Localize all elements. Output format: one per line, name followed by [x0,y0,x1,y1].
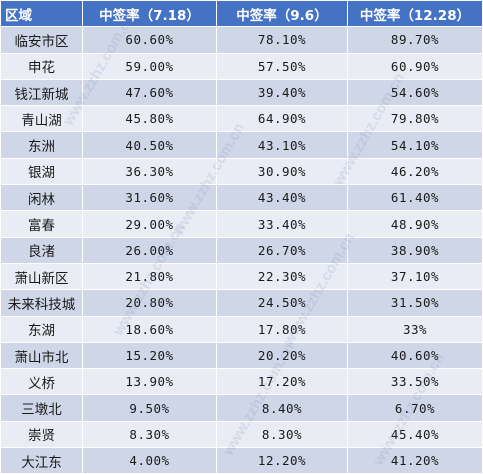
rate-cell: 21.80% [82,262,217,291]
rate-cell: 18.60% [82,315,217,343]
rate-cell: 31.50% [347,289,483,317]
rate-cell: 15.20% [82,341,217,370]
rate-cell: 17.20% [216,368,348,396]
region-cell: 东洲 [0,131,83,159]
region-cell: 良渚 [0,236,83,264]
rate-cell: 24.50% [216,289,348,317]
region-cell: 萧山新区 [0,262,83,291]
rate-cell: 37.10% [347,262,483,291]
rate-cell: 79.80% [347,105,483,133]
header-region: 区域 [0,0,83,28]
table-row: 义桥 13.90% 17.20% 33.50% [0,368,483,396]
rate-cell: 4.00% [82,447,217,474]
rate-cell: 33% [347,315,483,343]
rate-cell: 43.40% [216,184,348,212]
table-row: 钱江新城 47.60% 39.40% 54.60% [0,78,483,107]
region-cell: 崇贤 [0,420,83,449]
rate-cell: 26.70% [216,236,348,264]
header-rate-1228: 中签率（12.28） [347,0,483,28]
region-cell: 萧山市北 [0,341,83,370]
rate-cell: 46.20% [347,157,483,186]
region-cell: 银湖 [0,157,83,186]
rate-cell: 38.90% [347,236,483,264]
rate-cell: 41.20% [347,447,483,474]
rate-cell: 45.80% [82,105,217,133]
rate-cell: 26.00% [82,236,217,264]
rate-cell: 40.50% [82,131,217,159]
region-cell: 未来科技城 [0,289,83,317]
rate-cell: 54.60% [347,78,483,107]
region-cell: 富春 [0,210,83,238]
rate-cell: 30.90% [216,157,348,186]
rate-cell: 89.70% [347,26,483,54]
table-row: 三墩北 9.50% 8.40% 6.70% [0,394,483,422]
table-row: 东湖 18.60% 17.80% 33% [0,315,483,343]
rate-cell: 39.40% [216,78,348,107]
table-row: 东洲 40.50% 43.10% 54.10% [0,131,483,159]
rate-cell: 60.90% [347,52,483,80]
rate-cell: 43.10% [216,131,348,159]
rate-cell: 33.50% [347,368,483,396]
rate-cell: 59.00% [82,52,217,80]
header-rate-0906: 中签率（9.6） [216,0,348,28]
rate-cell: 47.60% [82,78,217,107]
region-cell: 申花 [0,52,83,80]
region-cell: 义桥 [0,368,83,396]
table-row: 青山湖 45.80% 64.90% 79.80% [0,105,483,133]
rate-cell: 61.40% [347,184,483,212]
rate-cell: 57.50% [216,52,348,80]
region-cell: 三墩北 [0,394,83,422]
table-row: 萧山新区 21.80% 22.30% 37.10% [0,262,483,291]
table-row: 临安市区 60.60% 78.10% 89.70% [0,26,483,54]
rate-cell: 60.60% [82,26,217,54]
rate-cell: 20.20% [216,341,348,370]
table-row: 良渚 26.00% 26.70% 38.90% [0,236,483,264]
rate-cell: 36.30% [82,157,217,186]
table-row: 萧山市北 15.20% 20.20% 40.60% [0,341,483,370]
rate-cell: 6.70% [347,394,483,422]
rate-cell: 29.00% [82,210,217,238]
table-body: 临安市区 60.60% 78.10% 89.70% 申花 59.00% 57.50% 60.9… [0,26,483,474]
table-row: 大江东 4.00% 12.20% 41.20% [0,447,483,474]
rate-cell: 78.10% [216,26,348,54]
table-row: 申花 59.00% 57.50% 60.90% [0,52,483,80]
header-row: 区域 中签率（7.18） 中签率（9.6） 中签率（12.28） [0,0,483,28]
region-cell: 临安市区 [0,26,83,54]
rate-cell: 33.40% [216,210,348,238]
rate-cell: 31.60% [82,184,217,212]
rate-cell: 20.80% [82,289,217,317]
region-cell: 闲林 [0,184,83,212]
table-header: 区域 中签率（7.18） 中签率（9.6） 中签率（12.28） [0,0,483,28]
table-row: 未来科技城 20.80% 24.50% 31.50% [0,289,483,317]
rate-cell: 54.10% [347,131,483,159]
region-cell: 钱江新城 [0,78,83,107]
region-cell: 青山湖 [0,105,83,133]
rate-cell: 9.50% [82,394,217,422]
rate-cell: 48.90% [347,210,483,238]
region-cell: 大江东 [0,447,83,474]
rate-cell: 45.40% [347,420,483,449]
header-rate-0718: 中签率（7.18） [82,0,217,28]
table-row: 银湖 36.30% 30.90% 46.20% [0,157,483,186]
rate-cell: 13.90% [82,368,217,396]
rate-cell: 22.30% [216,262,348,291]
rate-cell: 8.40% [216,394,348,422]
rate-cell: 64.90% [216,105,348,133]
rate-cell: 8.30% [82,420,217,449]
rate-cell: 12.20% [216,447,348,474]
rate-cell: 17.80% [216,315,348,343]
table-row: 富春 29.00% 33.40% 48.90% [0,210,483,238]
table-row: 闲林 31.60% 43.40% 61.40% [0,184,483,212]
region-cell: 东湖 [0,315,83,343]
rate-cell: 8.30% [216,420,348,449]
table-row: 崇贤 8.30% 8.30% 45.40% [0,420,483,449]
rate-cell: 40.60% [347,341,483,370]
